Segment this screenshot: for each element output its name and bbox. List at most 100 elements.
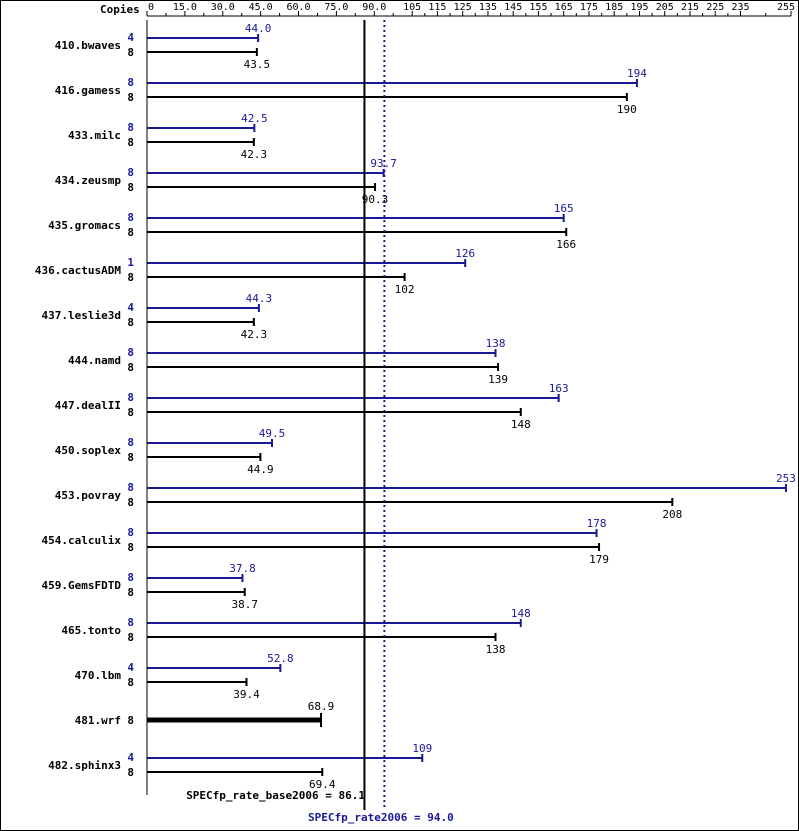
peak-copies: 8 xyxy=(127,571,134,584)
benchmark-row: 454.calculix 8 178 8 179 xyxy=(42,517,609,566)
base-copies: 8 xyxy=(127,451,134,464)
peak-copies: 8 xyxy=(127,391,134,404)
x-tick-label: 125 xyxy=(454,2,472,13)
peak-value-label: 126 xyxy=(455,247,475,260)
x-axis: 0 15.0 30.0 45.0 60.0 75.0 90.0 105 115 125 135 145… xyxy=(146,2,795,17)
benchmark-label: 454.calculix xyxy=(42,534,122,547)
benchmark-row: 453.povray 8 253 8 208 xyxy=(55,472,796,521)
base-copies: 8 xyxy=(127,226,134,239)
peak-value-label: 165 xyxy=(554,202,574,215)
benchmark-label: 434.zeusmp xyxy=(55,174,122,187)
benchmark-row: 450.soplex 8 49.5 8 44.9 xyxy=(55,427,285,476)
peak-copies: 1 xyxy=(127,256,134,269)
benchmark-label: 435.gromacs xyxy=(48,219,121,232)
peak-value-label: 44.3 xyxy=(246,292,273,305)
peak-value-label: 138 xyxy=(486,337,506,350)
peak-copies: 8 xyxy=(127,616,134,629)
x-tick-label: 195 xyxy=(630,2,648,13)
benchmark-row: 470.lbm 4 52.8 8 39.4 xyxy=(75,652,294,701)
benchmark-row: 465.tonto 8 148 8 138 xyxy=(61,607,530,656)
peak-copies: 4 xyxy=(127,31,134,44)
base-value-label: 42.3 xyxy=(241,328,268,341)
base-value-label: 68.9 xyxy=(308,700,335,713)
peak-value-label: 44.0 xyxy=(245,22,272,35)
benchmark-label: 447.dealII xyxy=(55,399,121,412)
x-tick-label: 135 xyxy=(479,2,497,13)
copies-header: Copies xyxy=(100,3,140,16)
x-tick-label: 45.0 xyxy=(249,2,273,13)
x-tick-label: 145 xyxy=(504,2,522,13)
base-copies: 8 xyxy=(127,46,134,59)
base-copies: 8 xyxy=(127,714,134,727)
base-value-label: 190 xyxy=(617,103,637,116)
base-copies: 8 xyxy=(127,361,134,374)
peak-value-label: 49.5 xyxy=(259,427,286,440)
base-value-label: 179 xyxy=(589,553,609,566)
benchmark-label: 465.tonto xyxy=(61,624,121,637)
base-value-label: 39.4 xyxy=(233,688,260,701)
x-tick-label: 205 xyxy=(656,2,674,13)
peak-value-label: 163 xyxy=(549,382,569,395)
base-copies: 8 xyxy=(127,271,134,284)
base-value-label: 138 xyxy=(486,643,506,656)
peak-value-label: 37.8 xyxy=(229,562,256,575)
peak-value-label: 109 xyxy=(412,742,432,755)
peak-copies: 4 xyxy=(127,751,134,764)
x-tick-label: 75.0 xyxy=(324,2,348,13)
base-value-label: 38.7 xyxy=(231,598,258,611)
x-tick-label: 215 xyxy=(681,2,699,13)
benchmark-label: 436.cactusADM xyxy=(35,264,121,277)
x-tick-label: 185 xyxy=(605,2,623,13)
benchmark-label: 453.povray xyxy=(55,489,122,502)
benchmark-row: 447.dealII 8 163 8 148 xyxy=(55,382,569,431)
base-value-label: 208 xyxy=(662,508,682,521)
peak-copies: 8 xyxy=(127,211,134,224)
base-copies: 8 xyxy=(127,406,134,419)
base-copies: 8 xyxy=(127,766,134,779)
benchmark-row: 436.cactusADM 1 126 8 102 xyxy=(35,247,475,296)
peak-value-label: 52.8 xyxy=(267,652,294,665)
peak-copies: 8 xyxy=(127,346,134,359)
benchmark-label: 459.GemsFDTD xyxy=(42,579,122,592)
peak-copies: 8 xyxy=(127,526,134,539)
benchmark-label: 433.milc xyxy=(68,129,121,142)
peak-copies: 8 xyxy=(127,481,134,494)
x-tick-label: 60.0 xyxy=(286,2,310,13)
x-tick-label: 165 xyxy=(555,2,573,13)
benchmark-row: 437.leslie3d 4 44.3 8 42.3 xyxy=(42,292,273,341)
reference-lines xyxy=(146,20,386,810)
benchmark-row: 433.milc 8 42.5 8 42.3 xyxy=(68,112,268,161)
base-copies: 8 xyxy=(127,316,134,329)
x-tick-label: 235 xyxy=(731,2,749,13)
summary-base-label: SPECfp_rate_base2006 = 86.1 xyxy=(186,789,365,802)
peak-value-label: 194 xyxy=(627,67,647,80)
base-copies: 8 xyxy=(127,676,134,689)
x-tick-label: 115 xyxy=(428,2,446,13)
base-value-label: 139 xyxy=(488,373,508,386)
base-copies: 8 xyxy=(127,631,134,644)
benchmark-label: 444.namd xyxy=(68,354,121,367)
x-tick-label: 0 xyxy=(148,2,154,13)
peak-copies: 8 xyxy=(127,436,134,449)
x-tick-label: 105 xyxy=(403,2,421,13)
benchmark-label: 482.sphinx3 xyxy=(48,759,121,772)
base-copies: 8 xyxy=(127,91,134,104)
base-value-label: 69.4 xyxy=(309,778,336,791)
summary-peak-label: SPECfp_rate2006 = 94.0 xyxy=(308,811,454,824)
peak-copies: 8 xyxy=(127,121,134,134)
base-copies: 8 xyxy=(127,181,134,194)
benchmark-row: 416.gamess 8 194 8 190 xyxy=(55,67,647,116)
benchmark-label: 416.gamess xyxy=(55,84,121,97)
benchmark-row: 481.wrf 8 68.9 xyxy=(75,700,335,727)
peak-value-label: 178 xyxy=(587,517,607,530)
base-value-label: 44.9 xyxy=(247,463,274,476)
base-value-label: 43.5 xyxy=(244,58,271,71)
benchmark-row: 435.gromacs 8 165 8 166 xyxy=(48,202,576,251)
benchmark-label: 437.leslie3d xyxy=(42,309,121,322)
base-copies: 8 xyxy=(127,586,134,599)
benchmark-row: 410.bwaves 4 44.0 8 43.5 xyxy=(55,22,272,71)
x-tick-label: 15.0 xyxy=(173,2,197,13)
x-tick-label: 155 xyxy=(529,2,547,13)
